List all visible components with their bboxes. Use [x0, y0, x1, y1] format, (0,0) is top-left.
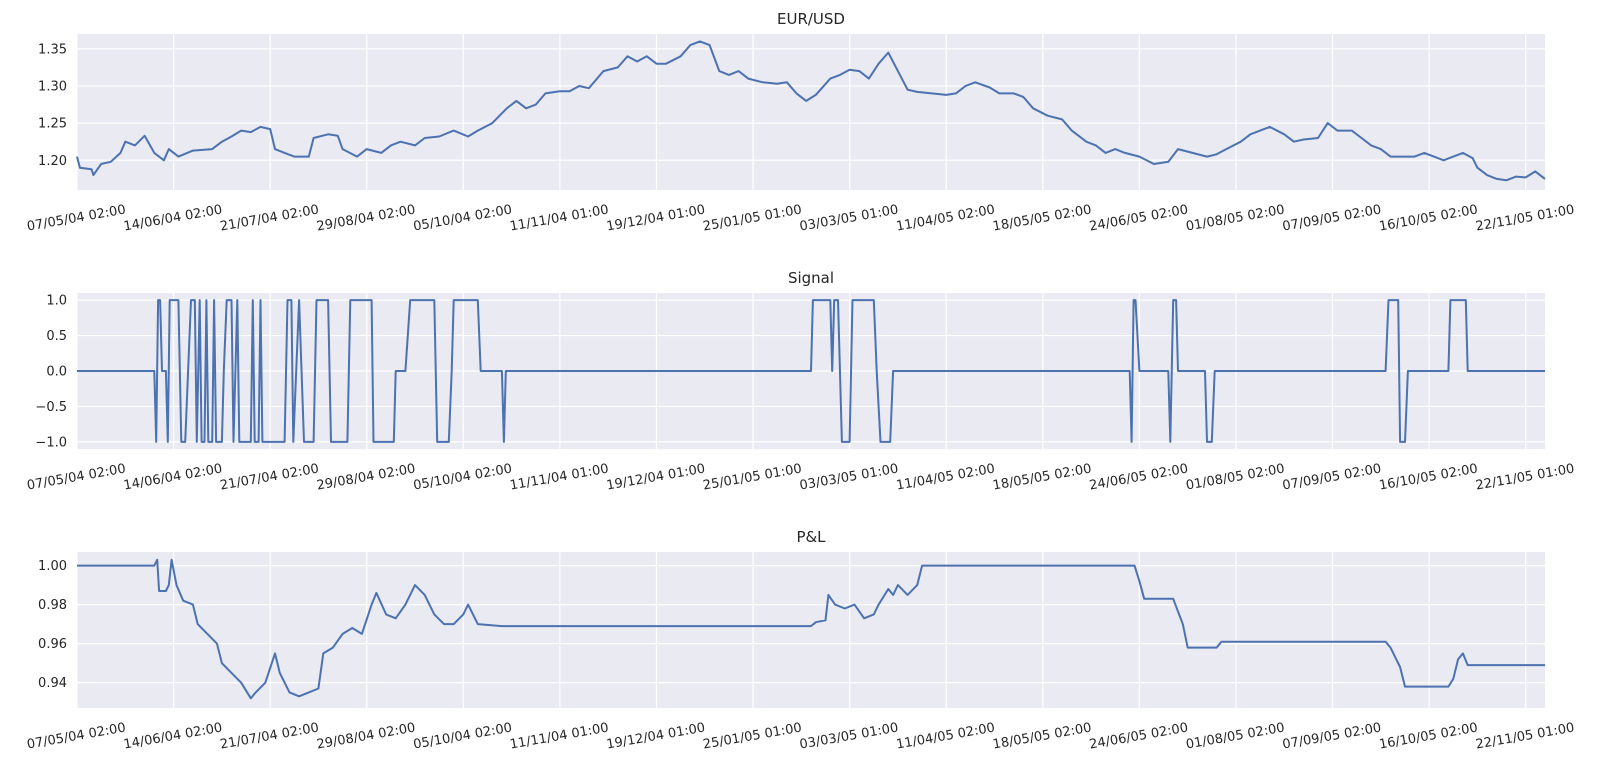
eurusd-x-tick-label: 18/05/05 02:00 [992, 202, 1093, 234]
eurusd-x-tick-label: 11/11/04 01:00 [509, 202, 610, 234]
eurusd-x-tick-label: 25/01/05 01:00 [702, 202, 803, 234]
pnl-x-tick-label: 19/12/04 01:00 [605, 720, 706, 752]
pnl-x-tick-label: 29/08/04 02:00 [316, 720, 417, 752]
eurusd-x-tick-label: 24/06/05 02:00 [1088, 202, 1189, 234]
signal-y-tick-label: 0.0 [46, 365, 67, 380]
eurusd-x-tick-label: 16/10/05 02:00 [1378, 202, 1479, 234]
signal-x-tick-label: 14/06/04 02:00 [122, 461, 223, 493]
eurusd-x-tick-label: 07/09/05 02:00 [1281, 202, 1382, 234]
signal-x-tick-label: 29/08/04 02:00 [316, 461, 417, 493]
signal-x-tick-label: 01/08/05 02:00 [1185, 461, 1286, 493]
signal-x-tick-label: 03/03/05 01:00 [798, 461, 899, 493]
pnl-x-tick-label: 25/01/05 01:00 [702, 720, 803, 752]
pnl-series-line [77, 558, 1545, 700]
pnl-x-tick-label: 11/04/05 02:00 [895, 720, 996, 752]
eurusd-y-tick-label: 1.30 [38, 80, 67, 95]
eurusd-y-tick-label: 1.20 [38, 154, 67, 169]
signal-x-tick-label: 18/05/05 02:00 [992, 461, 1093, 493]
eurusd-y-tick-label: 1.25 [38, 117, 67, 132]
signal-x-tick-label: 22/11/05 01:00 [1475, 461, 1576, 493]
pnl-y-tick-label: 0.94 [38, 676, 67, 691]
eurusd-x-tick-label: 19/12/04 01:00 [605, 202, 706, 234]
eurusd-x-tick-label: 01/08/05 02:00 [1185, 202, 1286, 234]
signal-x-tick-label: 21/07/04 02:00 [219, 461, 320, 493]
eurusd-plot-area [77, 34, 1545, 190]
signal-x-tick-label: 19/12/04 01:00 [605, 461, 706, 493]
eurusd-x-tick-label: 11/04/05 02:00 [895, 202, 996, 234]
signal-x-tick-label: 05/10/04 02:00 [412, 461, 513, 493]
eurusd-x-tick-label: 03/03/05 01:00 [798, 202, 899, 234]
signal-y-tick-label: −1.0 [35, 435, 67, 450]
eurusd-x-tick-label: 22/11/05 01:00 [1475, 202, 1576, 234]
signal-y-tick-label: −0.5 [35, 400, 67, 415]
pnl-x-tick-label: 11/11/04 01:00 [509, 720, 610, 752]
signal-chart: −1.0 −0.5 0.0 0.5 1.0 07/05/04 02:0014/06/04 … [26, 269, 1576, 494]
eurusd-series-line [76, 40, 1546, 182]
signal-x-tick-label: 24/06/05 02:00 [1088, 461, 1189, 493]
eurusd-y-tick-label: 1.35 [38, 42, 67, 57]
pnl-x-tick-label: 24/06/05 02:00 [1088, 720, 1189, 752]
pnl-x-tick-label: 07/05/04 02:00 [26, 720, 127, 752]
eurusd-x-tick-label: 29/08/04 02:00 [316, 202, 417, 234]
eurusd-chart-title: EUR/USD [777, 10, 845, 28]
signal-chart-title: Signal [788, 269, 834, 287]
signal-x-tick-label: 25/01/05 01:00 [702, 461, 803, 493]
eurusd-x-tick-label: 05/10/04 02:00 [412, 202, 513, 234]
pnl-x-tick-label: 14/06/04 02:00 [122, 720, 223, 752]
signal-x-tick-label: 07/05/04 02:00 [26, 461, 127, 493]
pnl-x-tick-label: 16/10/05 02:00 [1378, 720, 1479, 752]
pnl-y-tick-label: 1.00 [38, 559, 67, 574]
pnl-plot-area [77, 552, 1545, 708]
pnl-x-tick-label: 22/11/05 01:00 [1475, 720, 1576, 752]
signal-x-tick-label: 16/10/05 02:00 [1378, 461, 1479, 493]
eurusd-x-tick-label: 21/07/04 02:00 [219, 202, 320, 234]
pnl-x-tick-label: 01/08/05 02:00 [1185, 720, 1286, 752]
pnl-x-tick-label: 07/09/05 02:00 [1281, 720, 1382, 752]
signal-y-tick-label: 0.5 [46, 329, 67, 344]
pnl-y-tick-label: 0.98 [38, 598, 67, 613]
signal-x-tick-label: 07/09/05 02:00 [1281, 461, 1382, 493]
pnl-x-tick-label: 03/03/05 01:00 [798, 720, 899, 752]
signal-x-tick-label: 11/04/05 02:00 [895, 461, 996, 493]
pnl-x-tick-label: 18/05/05 02:00 [992, 720, 1093, 752]
pnl-y-tick-label: 0.96 [38, 637, 67, 652]
signal-series-line [77, 299, 1545, 443]
signal-x-tick-label: 11/11/04 01:00 [509, 461, 610, 493]
pnl-x-tick-label: 21/07/04 02:00 [219, 720, 320, 752]
pnl-chart-title: P&L [796, 528, 826, 546]
signal-y-tick-label: 1.0 [46, 294, 67, 309]
pnl-x-tick-label: 05/10/04 02:00 [412, 720, 513, 752]
eurusd-x-tick-label: 07/05/04 02:00 [26, 202, 127, 234]
eurusd-x-tick-label: 14/06/04 02:00 [122, 202, 223, 234]
